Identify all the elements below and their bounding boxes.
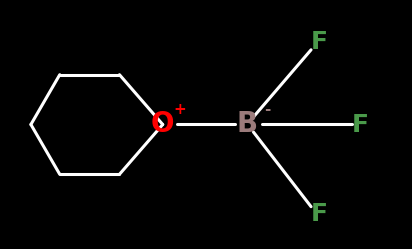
- Text: -: -: [264, 102, 270, 117]
- Text: B: B: [236, 111, 258, 138]
- Text: +: +: [174, 102, 186, 117]
- Text: F: F: [311, 202, 328, 226]
- Text: O: O: [151, 111, 175, 138]
- Text: F: F: [311, 30, 328, 54]
- Text: F: F: [352, 113, 369, 136]
